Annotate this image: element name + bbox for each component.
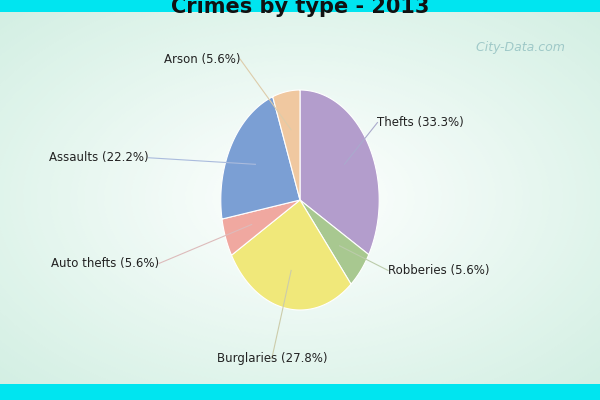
Title: Crimes by type - 2013: Crimes by type - 2013	[171, 0, 429, 17]
Ellipse shape	[124, 89, 476, 307]
Ellipse shape	[266, 177, 334, 219]
Ellipse shape	[97, 72, 503, 324]
Ellipse shape	[118, 85, 482, 311]
Ellipse shape	[179, 123, 421, 273]
Ellipse shape	[219, 148, 381, 248]
Ellipse shape	[199, 135, 401, 261]
Ellipse shape	[44, 39, 557, 357]
Ellipse shape	[131, 93, 469, 303]
Ellipse shape	[84, 64, 516, 332]
Ellipse shape	[10, 18, 590, 378]
Polygon shape	[273, 90, 300, 200]
Text: Burglaries (27.8%): Burglaries (27.8%)	[217, 352, 327, 365]
Polygon shape	[221, 97, 300, 219]
Ellipse shape	[3, 14, 597, 382]
Ellipse shape	[260, 173, 341, 223]
Ellipse shape	[205, 140, 395, 256]
Ellipse shape	[192, 131, 408, 265]
Ellipse shape	[104, 77, 496, 319]
Text: City-Data.com: City-Data.com	[468, 42, 565, 54]
Ellipse shape	[185, 127, 415, 269]
Ellipse shape	[280, 186, 320, 210]
Ellipse shape	[226, 152, 374, 244]
Ellipse shape	[151, 106, 449, 290]
Ellipse shape	[253, 169, 347, 227]
Ellipse shape	[37, 35, 563, 361]
Text: Robberies (5.6%): Robberies (5.6%)	[388, 264, 490, 277]
Ellipse shape	[246, 164, 354, 232]
Text: Thefts (33.3%): Thefts (33.3%)	[377, 116, 464, 129]
Text: Auto thefts (5.6%): Auto thefts (5.6%)	[51, 257, 159, 270]
Ellipse shape	[233, 156, 367, 240]
Ellipse shape	[57, 47, 543, 349]
Ellipse shape	[0, 6, 600, 390]
Polygon shape	[222, 200, 300, 255]
Ellipse shape	[111, 81, 489, 315]
Text: Arson (5.6%): Arson (5.6%)	[164, 53, 240, 66]
Text: Assaults (22.2%): Assaults (22.2%)	[49, 151, 149, 164]
Polygon shape	[232, 200, 351, 310]
Ellipse shape	[165, 114, 435, 282]
Ellipse shape	[212, 144, 388, 252]
Ellipse shape	[64, 52, 536, 344]
Ellipse shape	[50, 43, 550, 353]
Ellipse shape	[273, 181, 327, 215]
Ellipse shape	[158, 110, 442, 286]
Ellipse shape	[287, 190, 314, 206]
Ellipse shape	[23, 26, 577, 370]
Ellipse shape	[30, 30, 570, 366]
Ellipse shape	[91, 68, 509, 328]
Ellipse shape	[71, 56, 530, 340]
Ellipse shape	[172, 118, 428, 278]
Ellipse shape	[138, 98, 462, 298]
Ellipse shape	[77, 60, 523, 336]
Ellipse shape	[145, 102, 455, 294]
Polygon shape	[300, 90, 379, 255]
Polygon shape	[300, 200, 369, 284]
Ellipse shape	[239, 160, 361, 236]
Ellipse shape	[293, 194, 307, 202]
Ellipse shape	[17, 22, 583, 374]
Ellipse shape	[0, 10, 600, 386]
